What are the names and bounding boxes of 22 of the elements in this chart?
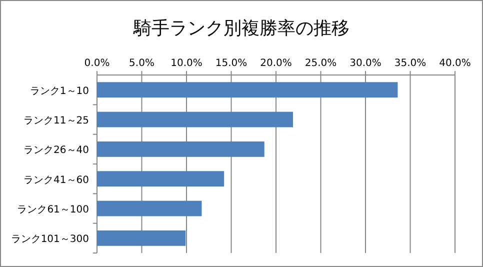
bar <box>97 141 264 157</box>
y-tick-label: ランク11～25 <box>24 116 89 126</box>
x-tick-label: 10.0% <box>170 58 202 69</box>
x-tick-label: 30.0% <box>350 58 382 69</box>
y-tick-label: ランク41～60 <box>24 174 89 186</box>
bar <box>97 171 224 187</box>
bar <box>97 82 398 98</box>
bar <box>97 112 294 128</box>
x-tick-label: 40.0% <box>439 58 471 69</box>
y-tick-label: ランク26～40 <box>24 145 89 156</box>
x-tick-label: 20.0% <box>260 58 292 69</box>
x-tick-label: 0.0% <box>84 58 110 69</box>
bar <box>97 230 186 246</box>
y-tick-label: ランク101～300 <box>10 234 89 246</box>
x-tick-label: 35.0% <box>394 58 426 69</box>
y-tick-label: ランク1～10 <box>30 86 89 97</box>
x-tick-label: 25.0% <box>304 58 337 69</box>
x-tick-label: 5.0% <box>129 58 154 69</box>
bar <box>97 200 202 216</box>
x-tick-label: 15.0% <box>215 58 248 69</box>
y-tick-label: ランク61～100 <box>17 204 89 216</box>
chart-title: 騎手ランク別複勝率の推移 <box>132 18 350 39</box>
